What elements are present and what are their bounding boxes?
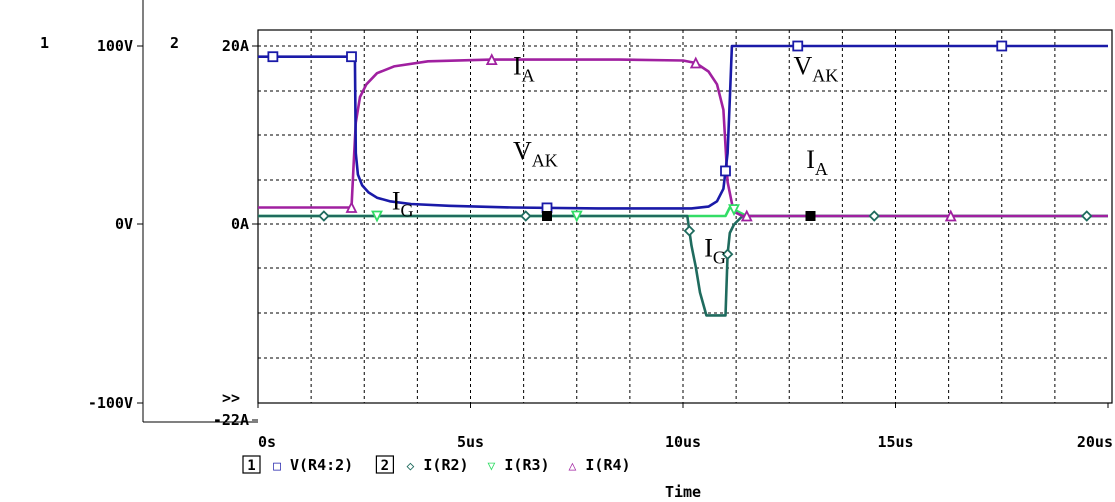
marker-diamond <box>721 248 734 261</box>
legend-axis-box <box>375 455 394 474</box>
marker-square <box>792 40 804 52</box>
y-axes: 1 2 100V 0V -100V 20A 0A -22A >> <box>40 34 258 429</box>
legend-label: I(R2) <box>423 456 468 474</box>
y-tick-label-left: 0V <box>115 215 133 233</box>
axis-id-1: 1 <box>40 34 49 52</box>
legend-axis-box-label: 2 <box>381 458 389 474</box>
annotation-label: VAK <box>513 136 558 170</box>
marker-diamond <box>519 210 532 222</box>
legend-axis-box <box>242 455 261 474</box>
y-tick-label-right: -22A <box>213 411 249 429</box>
x-tick-label: 5us <box>457 433 484 451</box>
x-tick-label: 15us <box>877 433 913 451</box>
trace-i-r4- <box>258 58 1108 218</box>
marker-triangle-up <box>345 200 358 213</box>
annotations: IA VAK VAK IA IG IG <box>392 51 838 267</box>
marker-square <box>267 51 279 63</box>
marker-triangle-down <box>371 210 383 223</box>
trace-i-r2- <box>258 214 1108 317</box>
marker-diamond <box>318 210 330 222</box>
legend-symbol: ▽ <box>487 459 495 474</box>
marker-triangle-up <box>740 209 753 222</box>
y-tick-label-left: 100V <box>97 37 133 55</box>
annotation-label: IG <box>704 233 726 267</box>
axis-id-2: 2 <box>170 34 179 52</box>
marker-triangle-down <box>728 204 740 217</box>
marker-diamond <box>1080 210 1093 222</box>
marker-square <box>720 165 731 177</box>
annotation-label: IA <box>806 145 828 179</box>
legend-symbol: ◇ <box>406 459 414 474</box>
marker-triangle-up <box>689 56 702 69</box>
legend-symbol: △ <box>568 459 576 474</box>
annotation-label: VAK <box>794 51 839 85</box>
legend-symbol: □ <box>273 459 281 474</box>
marker-diamond <box>683 225 696 237</box>
legend-label: V(R4:2) <box>290 456 353 474</box>
marker-square <box>346 51 357 63</box>
y-tick-label-right: 0A <box>231 215 249 233</box>
trace-markers <box>267 40 1093 261</box>
trace-v-r4-2- <box>258 44 1108 210</box>
x-axis-label: Time <box>665 483 701 501</box>
marker-triangle-down <box>570 210 583 223</box>
marker-filled-square <box>542 211 552 221</box>
y-tick-label-left: -100V <box>88 394 133 412</box>
plot-frame <box>142 0 1113 423</box>
y-tick-label-right: 20A <box>222 37 249 55</box>
axis-marker: >> <box>222 389 240 407</box>
x-tick-label: 10us <box>665 433 701 451</box>
x-tick-label: 20us <box>1077 433 1113 451</box>
annotation-label: IG <box>392 187 414 221</box>
marker-triangle-up <box>944 209 957 222</box>
annotation-label: IA <box>513 51 535 85</box>
legend-label: I(R3) <box>504 456 549 474</box>
x-axis: 0s 5us 10us 15us 20us Time <box>257 403 1113 501</box>
legend-label: I(R4) <box>585 456 630 474</box>
legend: 1 □ V(R4:2) 2 ◇ I(R2) ▽ I(R3) △ I(R4) <box>242 455 631 474</box>
marker-diamond <box>868 210 881 222</box>
x-tick-label: 0s <box>258 433 276 451</box>
legend-axis-box-label: 1 <box>247 458 255 474</box>
marker-filled-square <box>805 211 816 221</box>
marker-square <box>996 40 1008 52</box>
marker-triangle-up <box>485 53 498 65</box>
